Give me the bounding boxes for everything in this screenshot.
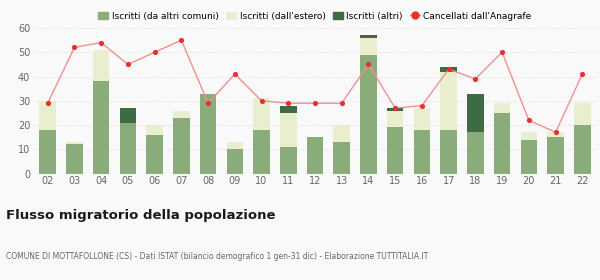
Point (123, 62, 133, 67)
Bar (521, 140, 537, 174)
Point (257, 99, 266, 103)
Bar (467, 132, 484, 174)
Point (97, 40, 106, 45)
Bar (200, 94, 217, 174)
Bar (574, 125, 590, 174)
Bar (334, 142, 350, 174)
Bar (387, 127, 403, 174)
Bar (66, 142, 83, 144)
Point (470, 77, 480, 81)
Bar (413, 108, 430, 130)
Bar (360, 55, 377, 174)
Legend: Iscritti (da altri comuni), Iscritti (dall'estero), Iscritti (altri), Cancellati: Iscritti (da altri comuni), Iscritti (da… (98, 11, 532, 20)
Bar (280, 106, 296, 113)
Bar (440, 67, 457, 72)
Bar (66, 144, 83, 174)
Point (417, 103, 427, 108)
Bar (173, 111, 190, 118)
Bar (93, 81, 109, 174)
Bar (467, 94, 484, 132)
Bar (574, 103, 590, 125)
Point (176, 38, 186, 42)
Bar (227, 142, 243, 149)
Bar (307, 137, 323, 174)
Point (551, 130, 560, 135)
Bar (146, 125, 163, 135)
Text: Flusso migratorio della popolazione: Flusso migratorio della popolazione (6, 209, 275, 221)
Bar (334, 125, 350, 142)
Bar (280, 113, 296, 147)
Bar (173, 118, 190, 174)
Bar (360, 38, 377, 55)
Point (43, 101, 53, 106)
Point (283, 101, 293, 106)
Bar (387, 108, 403, 111)
Bar (119, 108, 136, 123)
Bar (253, 98, 270, 130)
Point (577, 72, 587, 76)
Bar (280, 147, 296, 174)
Bar (521, 132, 537, 140)
Bar (387, 111, 403, 127)
Bar (547, 132, 564, 137)
Point (150, 50, 160, 55)
Point (70, 45, 79, 50)
Bar (440, 72, 457, 130)
Bar (360, 35, 377, 38)
Bar (440, 130, 457, 174)
Point (364, 62, 373, 67)
Bar (146, 135, 163, 174)
Bar (227, 149, 243, 174)
Point (444, 67, 454, 71)
Bar (40, 101, 56, 130)
Bar (253, 130, 270, 174)
Text: COMUNE DI MOTTAFOLLONE (CS) - Dati ISTAT (bilancio demografico 1 gen-31 dic) - E: COMUNE DI MOTTAFOLLONE (CS) - Dati ISTAT… (6, 252, 428, 261)
Bar (413, 130, 430, 174)
Bar (93, 50, 109, 81)
Bar (40, 130, 56, 174)
Bar (119, 123, 136, 174)
Point (391, 106, 400, 110)
Bar (547, 137, 564, 174)
Bar (494, 113, 511, 174)
Point (310, 101, 320, 106)
Point (524, 118, 533, 122)
Point (203, 101, 213, 106)
Point (230, 72, 239, 76)
Bar (494, 103, 511, 113)
Point (497, 50, 507, 55)
Point (337, 101, 347, 106)
